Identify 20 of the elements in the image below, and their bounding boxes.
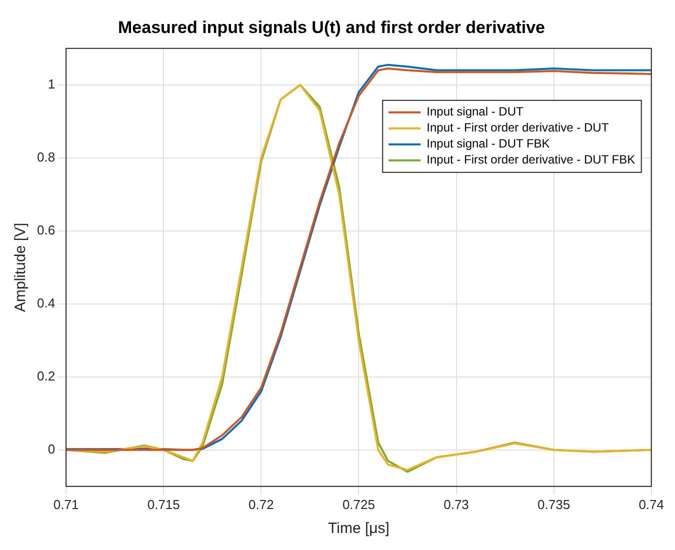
x-tick-label: 0.71 <box>53 496 79 512</box>
legend-label: Input signal - DUT FBK <box>426 136 550 151</box>
x-tick-label: 0.715 <box>147 496 180 512</box>
x-tick-label: 0.74 <box>638 496 664 512</box>
x-axis-title: Time [μs] <box>328 520 390 538</box>
x-tick-label: 0.72 <box>248 496 274 512</box>
y-tick-label: 0.8 <box>36 149 56 164</box>
y-axis-title: Amplitude [V] <box>12 222 30 312</box>
y-tick-label: 0.2 <box>36 368 56 384</box>
legend-label: Input - First order derivative - DUT <box>426 120 610 135</box>
x-tick-label: 0.735 <box>538 496 570 512</box>
y-tick-label: 0.6 <box>36 222 56 238</box>
y-tick-label: 0 <box>48 441 56 456</box>
x-tick-label: 0.725 <box>342 496 375 512</box>
y-tick-label: 0.4 <box>36 295 56 310</box>
legend-label: Input signal - DUT <box>426 104 524 119</box>
y-tick-label: 1 <box>48 76 56 92</box>
x-tick-label: 0.73 <box>444 496 469 512</box>
legend-label: Input - First order derivative - DUT FBK <box>426 152 636 167</box>
chart-title: Measured input signals U(t) and first order derivative <box>118 18 545 37</box>
